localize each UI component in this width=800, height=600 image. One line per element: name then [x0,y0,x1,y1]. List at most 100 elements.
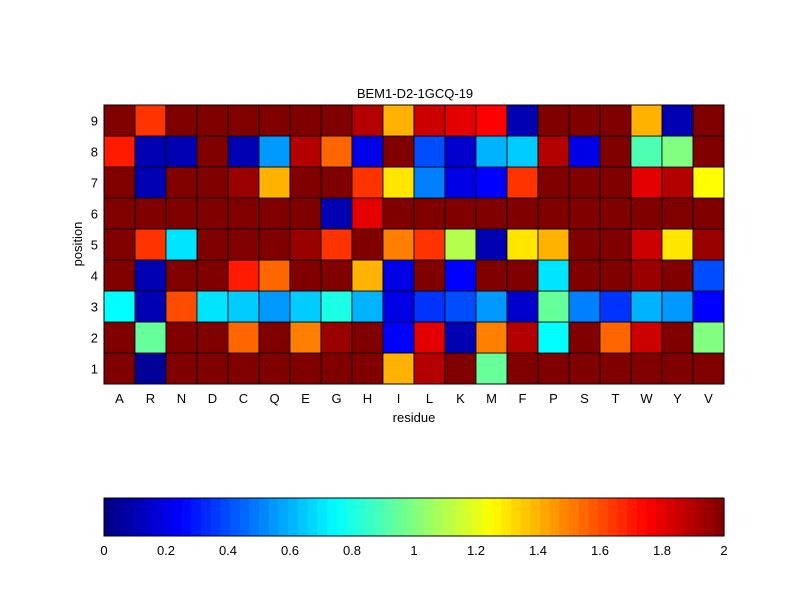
heatmap-cell-G-8 [320,135,353,168]
colorbar-segment [152,498,163,536]
x-tick-label: I [397,391,401,406]
colorbar-segment [694,498,706,536]
heatmap-cell-T-3 [599,290,632,323]
heatmap-cell-P-2 [537,321,570,354]
heatmap-cell-W-3 [630,290,663,323]
colorbar-segment [598,498,609,536]
heatmap-cell-S-4 [568,259,601,292]
plot-frame [103,104,725,385]
heatmap-cell-S-1 [568,352,601,385]
colorbar-segment [501,498,512,536]
colorbar-segment [239,498,250,536]
y-tick-label: 2 [91,331,98,346]
heatmap-cell-M-8 [475,135,508,168]
colorbar-segment [229,498,241,536]
heatmap-cell-H-8 [351,135,384,168]
heatmap-cell-F-5 [506,228,539,261]
heatmap-cell-F-3 [506,290,539,323]
heatmap-cell-W-2 [630,321,663,354]
heatmap-cell-S-5 [568,228,601,261]
heatmap-cell-Y-8 [661,135,694,168]
colorbar-segment [123,498,134,536]
heatmap-cell-E-7 [289,166,322,199]
colorbar-segment [665,498,677,536]
heatmap-cell-R-4 [134,259,167,292]
heatmap-cell-Y-3 [661,290,694,323]
colorbar-segment [656,498,667,536]
heatmap-cell-E-5 [289,228,322,261]
x-tick-label: D [208,391,217,406]
colorbar-segment [317,498,328,536]
heatmap-cells [103,104,725,385]
colorbar-segment [384,498,396,536]
heatmap-cell-N-8 [165,135,198,168]
heatmap-cell-F-9 [506,104,539,137]
colorbar-tick-label: 2 [720,543,727,558]
heatmap-cell-I-4 [382,259,415,292]
colorbar-tick-label: 1 [410,543,417,558]
heatmap-cell-M-2 [475,321,508,354]
colorbar-segment [210,498,221,536]
heatmap-cell-P-5 [537,228,570,261]
heatmap-cell-Y-2 [661,321,694,354]
colorbar-tick-labels: 0 0.2 0.4 0.6 0.8 1 1.2 1.4 1.6 1.8 2 [100,543,727,558]
heatmap-cell-N-2 [165,321,198,354]
colorbar-segment [113,498,124,536]
colorbar-segment [104,498,115,536]
heatmap-cell-T-4 [599,259,632,292]
y-tick-labels: 1 2 3 4 5 6 7 8 9 [91,114,98,377]
heatmap-cell-D-7 [196,166,229,199]
heatmap-cell-E-1 [289,352,322,385]
colorbar-segment [278,498,289,536]
y-tick-label: 6 [91,207,98,222]
heatmap-cell-L-9 [413,104,446,137]
colorbar-segment [171,498,183,536]
heatmap-cell-G-6 [320,197,353,230]
colorbar-segment [617,498,628,536]
heatmap-cell-Y-7 [661,166,694,199]
y-axis-label: position [70,222,85,267]
heatmap-cell-R-9 [134,104,167,137]
heatmap-cell-K-5 [444,228,477,261]
heatmap-cell-Q-2 [258,321,291,354]
heatmap-cell-G-4 [320,259,353,292]
colorbar-segment [268,498,279,536]
colorbar-segment [443,498,454,536]
heatmap-cell-L-7 [413,166,446,199]
heatmap-cell-I-2 [382,321,415,354]
x-tick-label: A [115,391,124,406]
colorbar-segment [704,498,715,536]
heatmap-cell-T-9 [599,104,632,137]
colorbar-segment [462,498,473,536]
heatmap-cell-P-4 [537,259,570,292]
colorbar-segment [133,498,144,536]
heatmap-cell-Q-6 [258,197,291,230]
heatmap-cell-W-4 [630,259,663,292]
heatmap-cell-G-5 [320,228,353,261]
heatmap-cell-P-8 [537,135,570,168]
colorbar-tick-label: 0.8 [343,543,361,558]
heatmap-cell-D-4 [196,259,229,292]
heatmap-cell-E-2 [289,321,322,354]
heatmap-cell-A-5 [103,228,136,261]
colorbar-segment [181,498,192,536]
heatmap-cell-C-7 [227,166,260,199]
colorbar-segment [326,498,338,536]
heatmap-cell-L-2 [413,321,446,354]
colorbar-segment [578,498,589,536]
x-tick-label: L [426,391,433,406]
heatmap-cell-V-5 [692,228,725,261]
heatmap-cell-P-3 [537,290,570,323]
heatmap-cell-C-3 [227,290,260,323]
heatmap-cell-Y-5 [661,228,694,261]
heatmap-cell-L-4 [413,259,446,292]
heatmap-cell-I-1 [382,352,415,385]
heatmap-cell-M-4 [475,259,508,292]
colorbar-segment [404,498,415,536]
heatmap-cell-T-5 [599,228,632,261]
heatmap-cell-A-2 [103,321,136,354]
heatmap-cell-S-8 [568,135,601,168]
heatmap-cell-H-1 [351,352,384,385]
